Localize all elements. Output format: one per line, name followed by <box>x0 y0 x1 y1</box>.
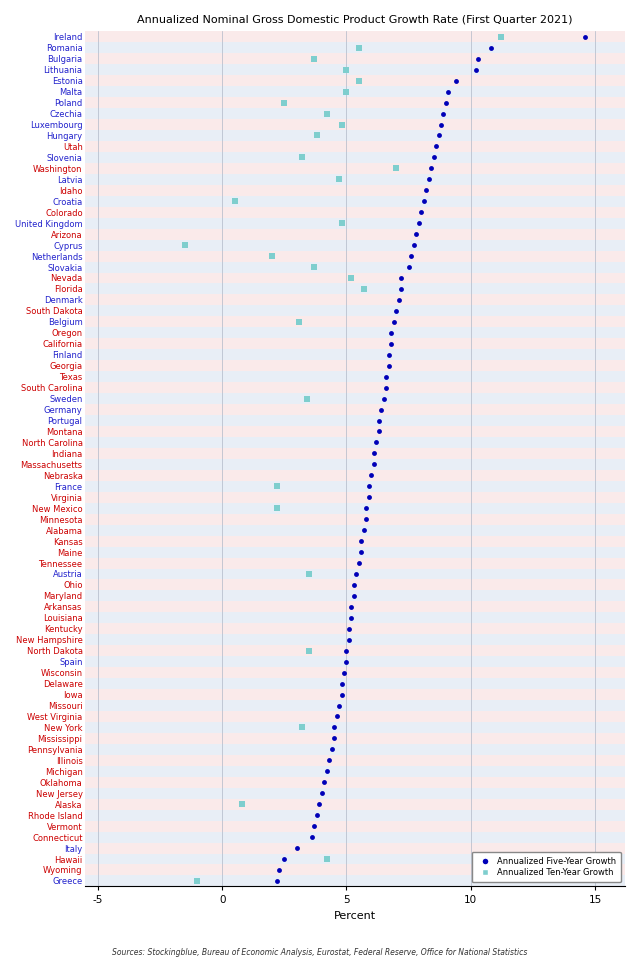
Bar <box>85 283 625 295</box>
Bar <box>85 119 625 130</box>
Bar <box>85 305 625 317</box>
Bar <box>85 492 625 503</box>
Bar <box>85 876 625 886</box>
Bar <box>85 404 625 415</box>
Bar <box>85 448 625 459</box>
Bar <box>85 218 625 228</box>
Bar <box>85 635 625 645</box>
Bar <box>85 97 625 108</box>
Bar <box>85 536 625 546</box>
Bar <box>85 667 625 678</box>
Bar <box>85 349 625 360</box>
X-axis label: Percent: Percent <box>334 911 376 921</box>
Bar <box>85 546 625 558</box>
Bar <box>85 612 625 623</box>
Bar <box>85 700 625 711</box>
Bar <box>85 788 625 799</box>
Bar <box>85 273 625 283</box>
Text: Sources: Stockingblue, Bureau of Economic Analysis, Eurostat, Federal Reserve, O: Sources: Stockingblue, Bureau of Economi… <box>112 948 528 957</box>
Bar <box>85 317 625 327</box>
Bar <box>85 744 625 755</box>
Bar <box>85 711 625 722</box>
Bar <box>85 568 625 580</box>
Bar <box>85 338 625 349</box>
Bar <box>85 261 625 273</box>
Bar <box>85 295 625 305</box>
Bar <box>85 141 625 152</box>
Bar <box>85 722 625 732</box>
Bar <box>85 469 625 481</box>
Bar <box>85 799 625 809</box>
Bar <box>85 327 625 338</box>
Bar <box>85 86 625 97</box>
Bar <box>85 240 625 251</box>
Bar <box>85 163 625 174</box>
Bar <box>85 382 625 393</box>
Bar <box>85 459 625 469</box>
Bar <box>85 580 625 590</box>
Bar <box>85 755 625 766</box>
Bar <box>85 865 625 876</box>
Bar <box>85 678 625 689</box>
Bar <box>85 809 625 821</box>
Bar <box>85 53 625 64</box>
Bar <box>85 152 625 163</box>
Bar <box>85 831 625 843</box>
Bar <box>85 821 625 831</box>
Bar <box>85 174 625 185</box>
Bar <box>85 415 625 426</box>
Bar <box>85 196 625 206</box>
Bar <box>85 601 625 612</box>
Bar <box>85 372 625 382</box>
Bar <box>85 525 625 536</box>
Bar <box>85 481 625 492</box>
Bar <box>85 657 625 667</box>
Legend: Annualized Five-Year Growth, Annualized Ten-Year Growth: Annualized Five-Year Growth, Annualized … <box>472 852 621 882</box>
Bar <box>85 766 625 777</box>
Bar <box>85 426 625 437</box>
Bar <box>85 645 625 657</box>
Bar <box>85 514 625 525</box>
Bar <box>85 732 625 744</box>
Bar <box>85 590 625 601</box>
Bar <box>85 108 625 119</box>
Title: Annualized Nominal Gross Domestic Product Growth Rate (First Quarter 2021): Annualized Nominal Gross Domestic Produc… <box>138 15 573 25</box>
Bar <box>85 503 625 514</box>
Bar <box>85 228 625 240</box>
Bar <box>85 843 625 853</box>
Bar <box>85 42 625 53</box>
Bar <box>85 130 625 141</box>
Bar <box>85 185 625 196</box>
Bar <box>85 689 625 700</box>
Bar <box>85 393 625 404</box>
Bar <box>85 360 625 372</box>
Bar <box>85 437 625 448</box>
Bar <box>85 75 625 86</box>
Bar <box>85 777 625 788</box>
Bar <box>85 206 625 218</box>
Bar <box>85 623 625 635</box>
Bar <box>85 32 625 42</box>
Bar <box>85 251 625 261</box>
Bar <box>85 558 625 568</box>
Bar <box>85 64 625 75</box>
Bar <box>85 853 625 865</box>
